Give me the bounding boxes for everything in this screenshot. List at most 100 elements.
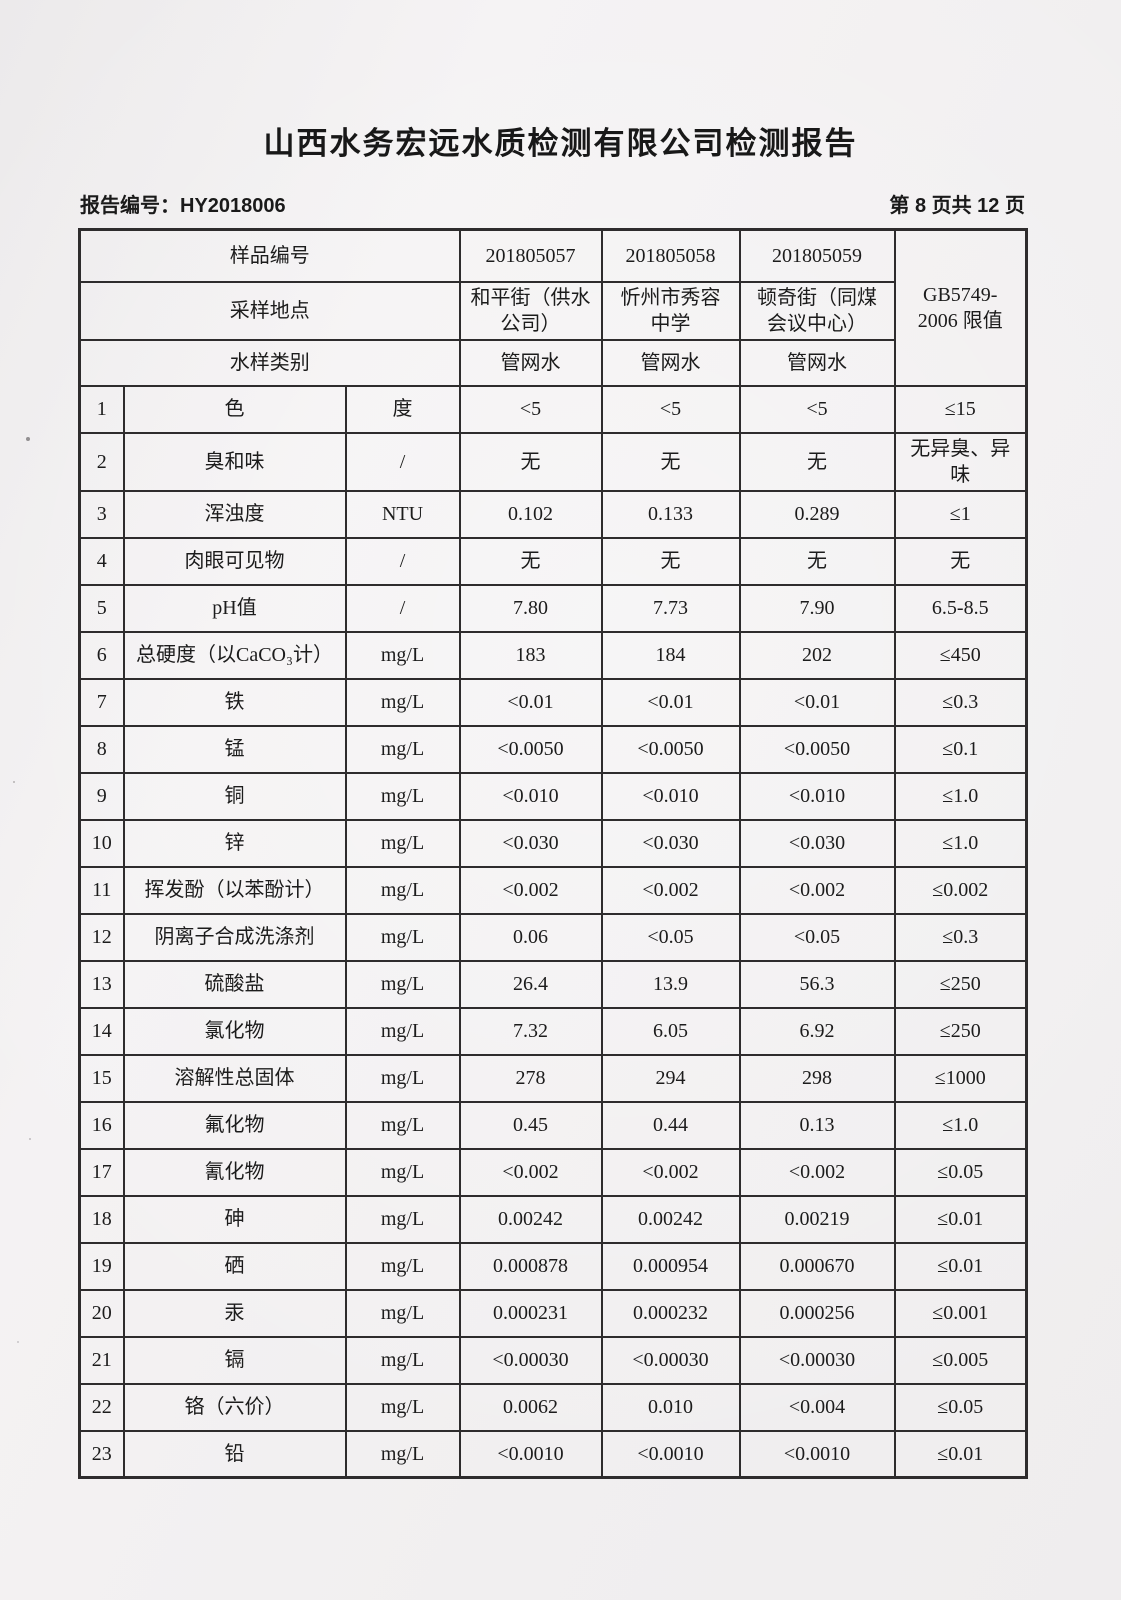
- row-index: 20: [78, 1288, 125, 1338]
- sample3-value: 无: [738, 431, 896, 492]
- location-2: 忻州市秀容中学: [600, 280, 741, 341]
- row-index: 1: [78, 384, 125, 434]
- sample2-value: <0.05: [600, 912, 741, 962]
- sample2-value: 0.000232: [600, 1288, 741, 1338]
- table-row: 4 肉眼可见物 / 无 无 无 无: [78, 536, 1028, 586]
- param-name: 色: [122, 384, 347, 434]
- param-unit: mg/L: [344, 771, 461, 821]
- header-row-category: 水样类别 管网水 管网水 管网水: [78, 338, 1027, 387]
- sample3-value: 无: [738, 536, 896, 586]
- limit-value: ≤0.05: [893, 1382, 1028, 1432]
- page-title: 山西水务宏远水质检测有限公司检测报告: [263, 126, 858, 161]
- sample1-value: 278: [458, 1053, 603, 1103]
- sample2-value: <0.00030: [600, 1335, 741, 1385]
- sample2-value: 0.010: [600, 1382, 741, 1432]
- row-index: 15: [78, 1053, 125, 1103]
- sample3-value: 6.92: [738, 1006, 896, 1056]
- param-name: 氯化物: [122, 1006, 347, 1056]
- sample3-value: <5: [738, 384, 896, 434]
- report-number: 报告编号：HY2018006: [80, 195, 286, 217]
- sample1-value: 无: [458, 431, 603, 492]
- header-row-sample-no: 样品编号 201805057 201805058 201805059 GB574…: [78, 228, 1028, 387]
- table-row: 15 溶解性总固体 mg/L 278 294 298 ≤1000: [78, 1053, 1028, 1103]
- sample2-value: 无: [600, 536, 741, 586]
- sample3-value: 0.289: [738, 489, 896, 539]
- row-index: 4: [78, 536, 125, 586]
- sample2-value: 184: [600, 630, 741, 680]
- param-unit: mg/L: [344, 677, 461, 727]
- param-name: 肉眼可见物: [122, 536, 347, 586]
- report-meta: 报告编号：HY2018006 第 8 页共 12 页: [80, 189, 1025, 218]
- sample2-value: 7.73: [600, 583, 741, 633]
- param-unit: 度: [344, 384, 461, 434]
- param-name: 氟化物: [122, 1100, 347, 1150]
- param-name: 镉: [122, 1335, 347, 1385]
- limit-value: ≤0.001: [893, 1288, 1028, 1338]
- param-unit: /: [344, 536, 461, 586]
- sample3-value: <0.00030: [738, 1335, 896, 1385]
- limit-value: ≤1000: [893, 1053, 1028, 1103]
- limit-value: ≤250: [893, 959, 1028, 1009]
- table-row: 18 砷 mg/L 0.00242 0.00242 0.00219 ≤0.01: [78, 1194, 1028, 1244]
- table-row: 11 挥发酚（以苯酚计） mg/L <0.002 <0.002 <0.002 ≤…: [78, 865, 1028, 915]
- param-name: 臭和味: [122, 431, 347, 492]
- param-unit: mg/L: [344, 724, 461, 774]
- sample1-value: 0.06: [458, 912, 603, 962]
- param-name: 溶解性总固体: [122, 1053, 347, 1103]
- table-row: 7 铁 mg/L <0.01 <0.01 <0.01 ≤0.3: [78, 677, 1028, 727]
- sample-no-3: 201805059: [738, 228, 896, 283]
- limit-value: ≤0.01: [893, 1194, 1028, 1244]
- sample3-value: <0.0050: [738, 724, 896, 774]
- sample1-value: 0.000878: [458, 1241, 603, 1291]
- limit-value: ≤1.0: [893, 771, 1028, 821]
- sample1-value: 0.45: [458, 1100, 603, 1150]
- table-row: 16 氟化物 mg/L 0.45 0.44 0.13 ≤1.0: [78, 1100, 1028, 1150]
- limit-value: 无异臭、异味: [893, 431, 1028, 492]
- sample2-value: <0.030: [600, 818, 741, 868]
- sample2-value: 0.000954: [600, 1241, 741, 1291]
- sample1-value: 7.32: [458, 1006, 603, 1056]
- param-name: 汞: [122, 1288, 347, 1338]
- param-name: 浑浊度: [122, 489, 347, 539]
- table-row: 21 镉 mg/L <0.00030 <0.00030 <0.00030 ≤0.…: [78, 1335, 1028, 1385]
- sample2-value: 13.9: [600, 959, 741, 1009]
- param-name: 硒: [122, 1241, 347, 1291]
- sample3-value: <0.004: [738, 1382, 896, 1432]
- sample3-value: <0.030: [738, 818, 896, 868]
- limit-value: ≤450: [893, 630, 1028, 680]
- table-row: 22 铬（六价） mg/L 0.0062 0.010 <0.004 ≤0.05: [78, 1382, 1028, 1432]
- limit-standard-line1: GB5749-: [923, 283, 998, 306]
- header-row-location: 采样地点 和平街（供水公司） 忻州市秀容中学 顿奇街（同煤会议中心）: [78, 280, 1027, 341]
- row-index: 17: [78, 1147, 125, 1197]
- param-name: 总硬度（以CaCO₃计）: [122, 630, 347, 680]
- sample3-value: 7.90: [738, 583, 896, 633]
- limit-value: ≤1.0: [893, 818, 1028, 868]
- sample2-value: 0.133: [600, 489, 741, 539]
- limit-standard-header: GB5749- 2006 限值: [893, 228, 1028, 387]
- param-unit: mg/L: [344, 1147, 461, 1197]
- sample1-value: <0.0050: [458, 724, 603, 774]
- sample1-value: <0.002: [458, 1147, 603, 1197]
- limit-value: ≤0.1: [893, 724, 1028, 774]
- param-unit: mg/L: [344, 912, 461, 962]
- sample3-value: <0.002: [738, 1147, 896, 1197]
- limit-standard-line2: 2006 限值: [917, 309, 1003, 332]
- limit-value: ≤0.01: [893, 1429, 1028, 1479]
- sample1-value: 0.102: [458, 489, 603, 539]
- param-unit: mg/L: [344, 959, 461, 1009]
- sample2-value: 无: [600, 431, 741, 492]
- sample1-value: <0.030: [458, 818, 603, 868]
- location-label: 采样地点: [78, 280, 461, 341]
- sample3-value: 0.000670: [738, 1241, 896, 1291]
- table-row: 12 阴离子合成洗涤剂 mg/L 0.06 <0.05 <0.05 ≤0.3: [78, 912, 1028, 962]
- param-unit: mg/L: [344, 1335, 461, 1385]
- table-row: 8 锰 mg/L <0.0050 <0.0050 <0.0050 ≤0.1: [78, 724, 1028, 774]
- row-index: 2: [78, 431, 125, 492]
- sample1-value: 183: [458, 630, 603, 680]
- sample2-value: 6.05: [600, 1006, 741, 1056]
- limit-value: 无: [893, 536, 1028, 586]
- sample3-value: 56.3: [738, 959, 896, 1009]
- category-1: 管网水: [458, 338, 603, 387]
- sample3-value: <0.05: [738, 912, 896, 962]
- param-name: 氰化物: [122, 1147, 347, 1197]
